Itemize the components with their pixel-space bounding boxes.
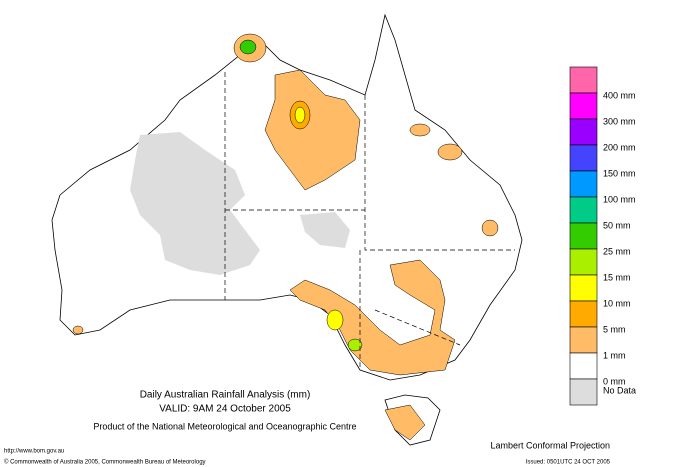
legend-swatch <box>569 300 598 328</box>
legend-swatch <box>569 352 598 380</box>
legend-label: 150 mm <box>603 168 636 178</box>
legend-swatch <box>569 326 598 354</box>
legend-label: 0 mm <box>603 376 626 386</box>
map-title: Daily Australian Rainfall Analysis (mm) <box>140 390 311 401</box>
legend-label: 200 mm <box>603 142 636 152</box>
legend-label: 1 mm <box>603 350 626 360</box>
legend-label: 15 mm <box>603 272 631 282</box>
valid-time: VALID: 9AM 24 October 2005 <box>159 404 291 415</box>
australia-map <box>51 13 523 446</box>
legend-swatch <box>569 196 598 224</box>
product-note: Product of the National Meteorological a… <box>93 421 356 431</box>
issued: Issued: 0501UTC 24 OCT 2005 <box>526 460 611 466</box>
legend-swatch <box>569 144 598 172</box>
legend-swatch <box>569 222 598 250</box>
legend-swatch <box>569 118 598 146</box>
legend-label: 25 mm <box>603 246 631 256</box>
legend-swatch <box>569 248 598 276</box>
legend-swatch <box>569 92 598 120</box>
legend-label: 300 mm <box>603 116 636 126</box>
legend-label: 5 mm <box>603 324 626 334</box>
legend-swatch <box>569 66 598 94</box>
legend: 400 mm 300 mm 200 mm 150 mm 100 mm 50 mm 25 mm… <box>569 66 636 406</box>
projection: Lambert Conformal Projection <box>490 440 610 450</box>
legend-label: 10 mm <box>603 298 631 308</box>
legend-label: 100 mm <box>603 194 636 204</box>
legend-swatch <box>569 378 598 406</box>
legend-label: No Data <box>603 385 636 395</box>
legend-swatch <box>569 170 598 198</box>
legend-label: 50 mm <box>603 220 631 230</box>
url: http://www.bom.gov.au <box>4 449 64 455</box>
copyright: © Commonwealth of Australia 2005, Common… <box>4 459 206 466</box>
legend-swatch <box>569 274 598 302</box>
legend-label: 400 mm <box>603 90 636 100</box>
